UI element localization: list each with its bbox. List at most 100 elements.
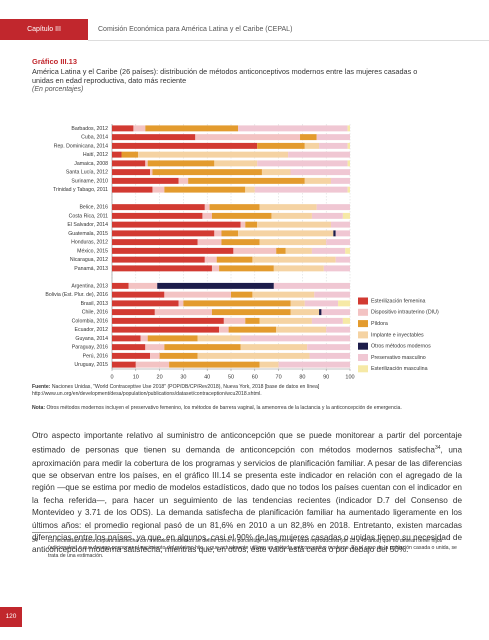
bar-segment: [240, 221, 246, 228]
bar-segment: [112, 134, 196, 141]
note: Nota: Otros métodos modernos incluyen el…: [32, 405, 462, 412]
footnote-text: La necesidad anticonceptiva satisfecha c…: [48, 538, 457, 559]
bar-segment: [238, 125, 348, 132]
bar-segment: [238, 230, 334, 237]
chart-subtitle: América Latina y el Caribe (26 países): …: [32, 67, 418, 85]
bar-segment: [307, 344, 350, 351]
bar-segment: [300, 134, 317, 141]
bar-segment: [112, 160, 146, 167]
bar-segment: [112, 142, 258, 149]
y-tick-label: México, 2015: [77, 248, 108, 254]
bar-segment: [273, 282, 350, 289]
bar-segment: [112, 212, 203, 219]
y-tick-label: Guatemala, 2015: [68, 231, 108, 237]
y-tick-label: Costa Rica, 2011: [69, 213, 109, 219]
bar-segment: [259, 317, 312, 324]
footnote-ref: 34: [434, 445, 441, 452]
bar-segment: [259, 204, 317, 211]
page-number: 120: [5, 613, 17, 620]
bar-segment: [271, 212, 312, 219]
bar-segment: [188, 177, 305, 184]
bar-segment: [112, 221, 241, 228]
header-rule: [88, 40, 489, 41]
bar-segment: [290, 309, 320, 316]
bar-segment: [112, 352, 151, 359]
bar-segment: [178, 300, 184, 307]
bar-segment: [221, 230, 239, 237]
bar-segment: [112, 230, 215, 237]
bar-segment: [211, 309, 291, 316]
bar-segment: [290, 169, 350, 176]
bar-segment: [202, 212, 212, 219]
chart-title: Gráfico III.13: [32, 57, 78, 66]
bar-segment: [150, 352, 160, 359]
bar-segment: [273, 265, 324, 272]
bar-segment: [240, 344, 308, 351]
bar-segment: [219, 326, 229, 333]
x-tick-label: 10: [133, 374, 139, 380]
body-text: Otro aspecto importante relativo al sumi…: [32, 431, 462, 456]
bar-segment: [121, 151, 139, 158]
bar-segment: [211, 265, 220, 272]
bar-segment: [252, 291, 315, 298]
bar-segment: [112, 125, 134, 132]
bar-segment: [138, 151, 289, 158]
note-label: Nota:: [32, 405, 46, 411]
bar-segment: [152, 186, 165, 193]
bar-segment: [323, 265, 350, 272]
legend-swatch: [358, 331, 368, 339]
y-tick-label: El Salvador, 2014: [67, 222, 108, 228]
y-tick-label: Barbados, 2012: [71, 126, 108, 132]
bar-segment: [195, 134, 301, 141]
bar-segment: [216, 256, 253, 263]
bar-segment: [197, 352, 310, 359]
x-tick-label: 50: [228, 374, 234, 380]
bar-segment: [133, 125, 146, 132]
x-tick-label: 100: [345, 374, 354, 380]
bar-segment: [347, 186, 350, 193]
bar-segment: [223, 317, 246, 324]
bar-segment: [183, 300, 291, 307]
bar-segment: [159, 352, 198, 359]
bar-segment: [112, 256, 205, 263]
bar-segment: [169, 361, 260, 368]
bar-segment: [338, 300, 350, 307]
bar-segment: [319, 142, 348, 149]
y-tick-label: Panamá, 2013: [74, 266, 108, 272]
legend-swatch: [358, 342, 368, 350]
bar-segment: [259, 239, 327, 246]
bar-segment: [112, 309, 155, 316]
bar-segment: [204, 256, 217, 263]
bar-segment: [164, 344, 241, 351]
bar-segment: [112, 265, 212, 272]
source-text: Naciones Unidas, "World Contraceptive Us…: [32, 384, 320, 397]
bar-segment: [285, 247, 312, 254]
bar-segment: [245, 221, 258, 228]
bar-segment: [145, 344, 165, 351]
bar-segment: [335, 230, 350, 237]
x-tick-label: 30: [180, 374, 186, 380]
bar-segment: [345, 247, 350, 254]
bar-segment: [290, 300, 305, 307]
body-paragraph: Otro aspecto importante relativo al sumi…: [32, 430, 462, 557]
bar-segment: [233, 247, 277, 254]
bar-segment: [311, 212, 343, 219]
bar-segment: [204, 204, 210, 211]
bar-segment: [164, 291, 231, 298]
bar-segment: [326, 239, 350, 246]
bar-segment: [112, 151, 122, 158]
bar-segment: [112, 282, 129, 289]
x-tick-label: 20: [157, 374, 163, 380]
bar-segment: [311, 317, 343, 324]
page-number-box: [0, 607, 22, 627]
bar-segment: [309, 352, 350, 359]
y-tick-label: Rep. Dominicana, 2014: [54, 143, 108, 149]
legend-label: Implante e inyectables: [371, 332, 424, 338]
y-tick-label: Nicaragua, 2012: [70, 257, 108, 263]
bar-segment: [261, 169, 291, 176]
bar-segment: [209, 204, 260, 211]
bar-segment: [221, 239, 260, 246]
bar-segment: [276, 247, 286, 254]
bar-segment: [214, 160, 258, 167]
